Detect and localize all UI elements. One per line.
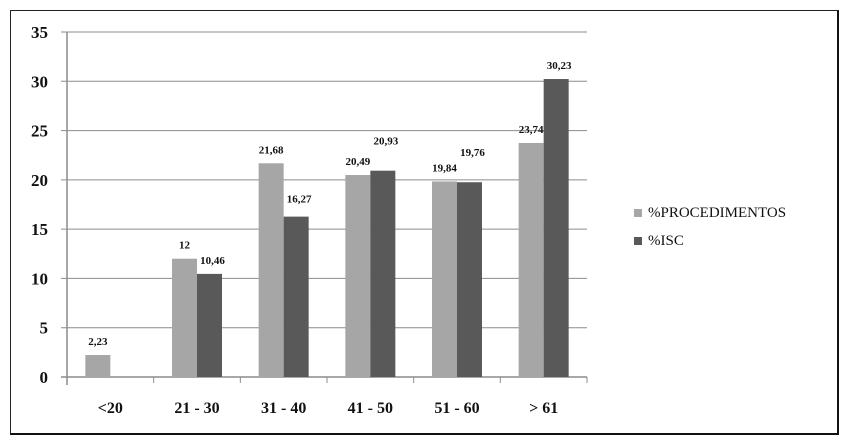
x-tick-label: 41 - 50 — [348, 400, 393, 417]
legend-label-isc: %ISC — [648, 232, 684, 249]
data-label: 12 — [179, 240, 191, 252]
y-tick-label: 5 — [40, 319, 49, 338]
bar-isc — [197, 273, 222, 377]
data-label: 20,49 — [345, 156, 370, 168]
bar-procedimentos — [172, 258, 197, 377]
bar-procedimentos — [518, 142, 544, 377]
legend-item-procedimentos: %PROCEDIMENTOS — [634, 199, 786, 227]
bar-procedimentos — [85, 355, 111, 377]
data-label: 30,23 — [547, 60, 572, 72]
y-tick-label: 25 — [31, 122, 48, 141]
bar-isc — [283, 216, 309, 377]
bar-procedimentos — [432, 181, 457, 377]
data-label: 23,74 — [519, 124, 544, 136]
x-tick-label: > 61 — [529, 400, 558, 417]
bar-isc — [543, 79, 569, 378]
y-tick-label: 35 — [31, 23, 48, 42]
data-label: 20,93 — [373, 136, 398, 148]
y-tick-label: 15 — [31, 220, 48, 239]
data-label: 21,68 — [259, 144, 284, 156]
bar-isc — [370, 170, 396, 377]
data-label: 16,27 — [287, 194, 312, 206]
data-label: 19,84 — [432, 162, 457, 174]
data-label: 19,76 — [460, 147, 485, 159]
x-tick-label: 31 - 40 — [261, 400, 306, 417]
y-tick-label: 30 — [31, 72, 48, 91]
bar-procedimentos — [258, 163, 284, 377]
y-tick-label: 20 — [31, 171, 48, 190]
x-tick-label: <20 — [98, 400, 123, 417]
bar-procedimentos — [345, 175, 371, 377]
y-tick-label: 10 — [31, 269, 48, 288]
x-tick-label: 51 - 60 — [434, 400, 479, 417]
legend-swatch-isc — [634, 237, 642, 245]
bar-isc — [457, 182, 482, 377]
legend: %PROCEDIMENTOS %ISC — [634, 199, 786, 255]
legend-label-procedimentos: %PROCEDIMENTOS — [648, 204, 787, 221]
data-label: 10,46 — [200, 255, 225, 267]
x-tick-label: 21 - 30 — [174, 400, 219, 417]
legend-item-isc: %ISC — [634, 227, 786, 255]
y-tick-label: 0 — [40, 368, 49, 387]
data-label: 2,23 — [88, 336, 108, 348]
legend-swatch-procedimentos — [634, 209, 642, 217]
